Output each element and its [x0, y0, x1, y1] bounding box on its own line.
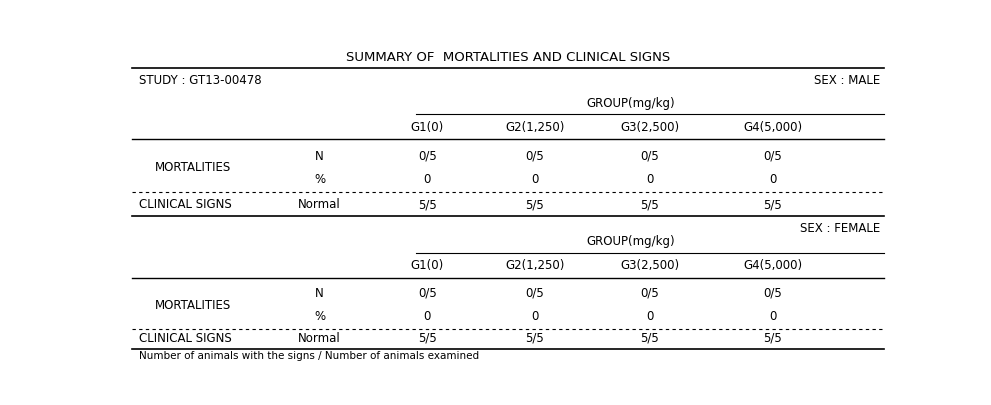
Text: 5/5: 5/5 [525, 332, 544, 345]
Text: CLINICAL SIGNS: CLINICAL SIGNS [139, 198, 232, 211]
Text: 0/5: 0/5 [763, 150, 782, 163]
Text: 0/5: 0/5 [763, 287, 782, 300]
Text: 5/5: 5/5 [640, 198, 659, 211]
Text: 0: 0 [531, 173, 538, 186]
Text: GROUP(mg/kg): GROUP(mg/kg) [587, 235, 675, 248]
Text: 5/5: 5/5 [418, 332, 437, 345]
Text: 5/5: 5/5 [525, 198, 544, 211]
Text: SUMMARY OF  MORTALITIES AND CLINICAL SIGNS: SUMMARY OF MORTALITIES AND CLINICAL SIGN… [346, 51, 670, 64]
Text: 5/5: 5/5 [640, 332, 659, 345]
Text: 0: 0 [423, 173, 431, 186]
Text: 0: 0 [646, 310, 654, 323]
Text: SEX : MALE: SEX : MALE [815, 74, 880, 87]
Text: Normal: Normal [298, 198, 341, 211]
Text: G4(5,000): G4(5,000) [743, 121, 803, 134]
Text: N: N [315, 287, 324, 300]
Text: 0/5: 0/5 [525, 287, 544, 300]
Text: Number of animals with the signs / Number of animals examined: Number of animals with the signs / Numbe… [139, 351, 480, 361]
Text: G3(2,500): G3(2,500) [620, 259, 680, 272]
Text: G1(0): G1(0) [410, 259, 444, 272]
Text: GROUP(mg/kg): GROUP(mg/kg) [587, 97, 675, 110]
Text: G4(5,000): G4(5,000) [743, 259, 803, 272]
Text: 0: 0 [769, 310, 777, 323]
Text: CLINICAL SIGNS: CLINICAL SIGNS [139, 332, 232, 345]
Text: MORTALITIES: MORTALITIES [155, 298, 231, 311]
Text: SEX : FEMALE: SEX : FEMALE [800, 222, 880, 234]
Text: 0: 0 [531, 310, 538, 323]
Text: 0: 0 [646, 173, 654, 186]
Text: 0/5: 0/5 [640, 287, 659, 300]
Text: G3(2,500): G3(2,500) [620, 121, 680, 134]
Text: 0/5: 0/5 [525, 150, 544, 163]
Text: STUDY : GT13-00478: STUDY : GT13-00478 [139, 74, 262, 87]
Text: 5/5: 5/5 [418, 198, 437, 211]
Text: 5/5: 5/5 [763, 332, 782, 345]
Text: 0/5: 0/5 [640, 150, 659, 163]
Text: MORTALITIES: MORTALITIES [155, 162, 231, 175]
Text: N: N [315, 150, 324, 163]
Text: 0/5: 0/5 [418, 150, 437, 163]
Text: %: % [314, 173, 325, 186]
Text: 5/5: 5/5 [763, 198, 782, 211]
Text: 0/5: 0/5 [418, 287, 437, 300]
Text: G2(1,250): G2(1,250) [505, 259, 565, 272]
Text: 0: 0 [423, 310, 431, 323]
Text: G1(0): G1(0) [410, 121, 444, 134]
Text: Normal: Normal [298, 332, 341, 345]
Text: G2(1,250): G2(1,250) [505, 121, 565, 134]
Text: %: % [314, 310, 325, 323]
Text: 0: 0 [769, 173, 777, 186]
